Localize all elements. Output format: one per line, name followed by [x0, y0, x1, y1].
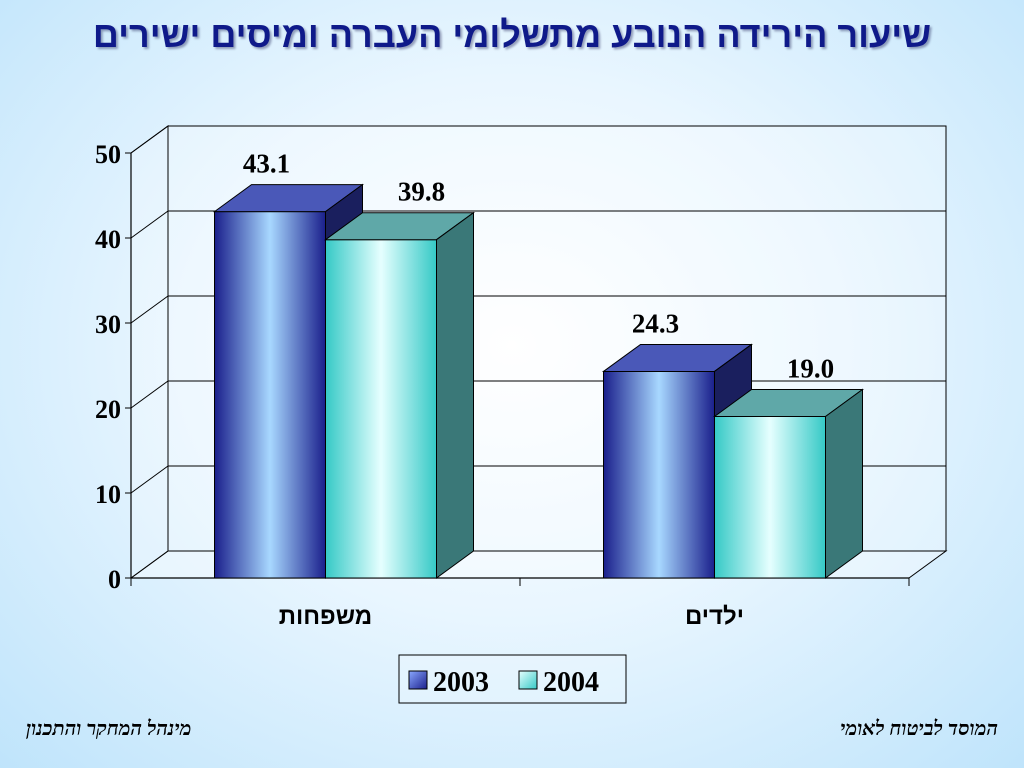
legend-label: 2003: [433, 667, 489, 698]
chart-side-wall: [130, 125, 169, 579]
bar-data-label: 19.0: [787, 354, 834, 384]
gridline-diagonal: [130, 295, 169, 324]
bar-front: [214, 211, 326, 579]
bar-data-label: 39.8: [398, 177, 445, 207]
x-category-label: ילדים: [685, 603, 744, 630]
y-tick-label: 40: [95, 225, 121, 254]
y-tick-label: 20: [95, 395, 121, 424]
bar-side: [825, 388, 863, 579]
gridline-diagonal: [130, 380, 169, 409]
legend-label: 2004: [543, 667, 599, 698]
bar-data-label: 24.3: [632, 308, 679, 338]
legend-swatch: [408, 670, 428, 690]
footer-organization: המוסד לביטוח לאומי: [840, 718, 998, 740]
bar-front: [714, 416, 826, 579]
y-tick-label: 30: [95, 310, 121, 339]
footer-department: מינהל המחקר והתכנון: [26, 718, 192, 740]
bar: [712, 388, 865, 579]
bar-side: [436, 211, 474, 579]
bar-front: [603, 370, 715, 579]
x-category-label: משפחות: [279, 603, 372, 630]
y-tick-label: 10: [95, 480, 121, 509]
bar: [323, 211, 476, 579]
legend-swatch: [518, 670, 538, 690]
chart-title: שיעור הירידה הנובע מתשלומי העברה ומיסים …: [92, 14, 932, 55]
bar-data-label: 43.1: [243, 149, 290, 179]
bar-front: [325, 239, 437, 579]
gridline-diagonal: [130, 465, 169, 494]
legend-box: [398, 654, 627, 704]
gridline-diagonal: [130, 210, 169, 239]
y-tick-label: 0: [108, 565, 121, 594]
gridline-diagonal: [130, 125, 169, 154]
y-tick-label: 50: [95, 140, 121, 169]
